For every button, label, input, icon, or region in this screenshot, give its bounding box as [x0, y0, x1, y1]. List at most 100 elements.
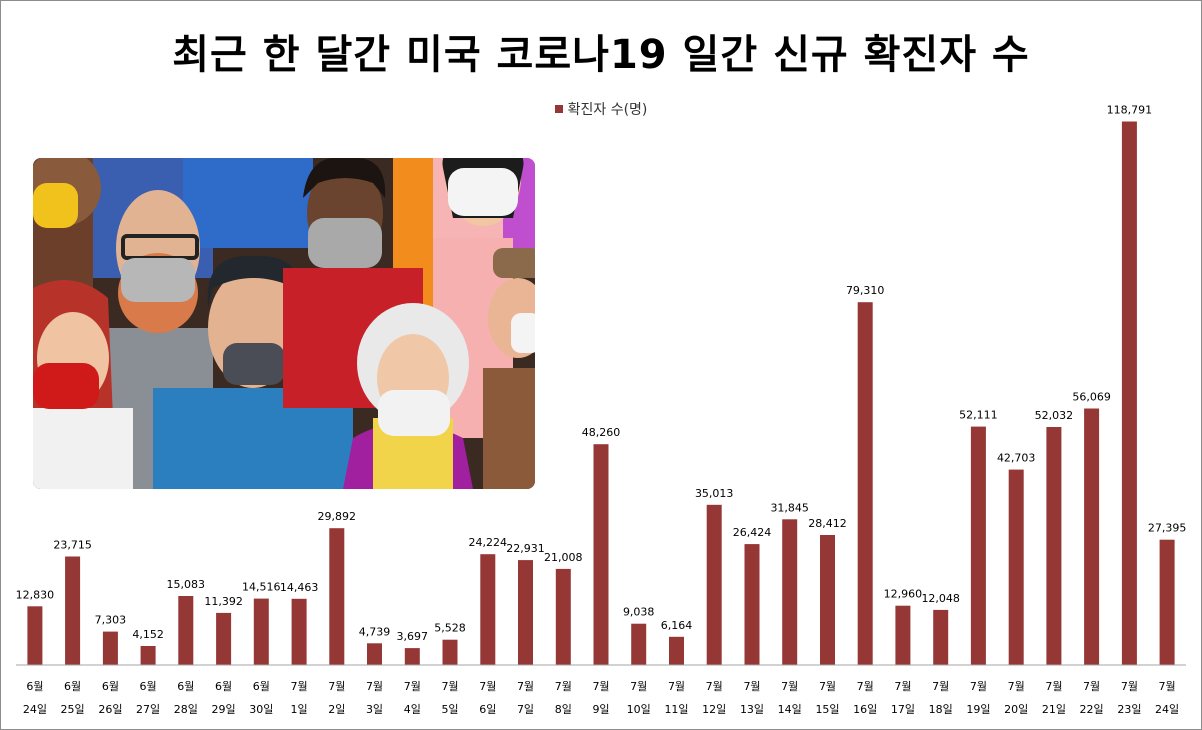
x-tick-day: 24일	[23, 702, 47, 716]
x-tick-month: 7월	[932, 680, 949, 693]
bar	[1084, 408, 1100, 665]
x-tick-month: 7월	[555, 680, 572, 693]
bar	[970, 426, 986, 665]
x-tick-month: 7월	[404, 680, 421, 693]
x-tick-day: 24일	[1155, 702, 1179, 716]
x-tick-day: 12일	[702, 702, 726, 716]
x-tick-month: 6월	[215, 680, 232, 693]
x-tick-day: 29일	[212, 702, 236, 716]
x-tick-month: 7월	[1159, 680, 1176, 693]
x-tick-month: 7월	[1008, 680, 1025, 693]
data-label: 26,424	[733, 526, 772, 539]
data-label: 12,048	[921, 592, 960, 605]
data-label: 52,032	[1035, 409, 1074, 422]
x-tick-month: 6월	[140, 680, 157, 693]
bar	[178, 596, 194, 665]
x-tick-month: 7월	[441, 680, 458, 693]
x-tick-day: 16일	[853, 702, 877, 716]
data-label: 15,083	[167, 578, 206, 591]
bar	[27, 606, 43, 665]
x-tick-day: 7일	[517, 702, 534, 716]
data-label: 48,260	[582, 426, 621, 439]
x-tick-day: 2일	[328, 702, 345, 716]
bar	[820, 535, 835, 665]
x-tick-day: 30일	[249, 702, 273, 716]
bar	[518, 560, 533, 665]
x-tick-month: 7월	[706, 680, 723, 693]
x-tick-day: 19일	[966, 702, 990, 716]
data-label: 29,892	[318, 510, 357, 523]
x-tick-day: 22일	[1080, 702, 1104, 716]
chart-title: 최근 한 달간 미국 코로나19 일간 신규 확진자 수	[172, 32, 1030, 78]
bar	[253, 598, 269, 665]
bar	[706, 504, 722, 665]
bar	[555, 568, 571, 665]
bar	[65, 556, 81, 665]
x-tick-day: 4일	[404, 702, 421, 716]
x-tick-day: 1일	[291, 702, 308, 716]
data-label: 6,164	[661, 619, 693, 632]
data-label: 4,739	[359, 625, 391, 638]
data-label: 12,830	[16, 588, 55, 601]
x-tick-month: 7월	[894, 680, 911, 693]
x-tick-day: 3일	[366, 702, 383, 716]
bar	[1046, 427, 1062, 665]
legend-swatch	[554, 105, 563, 113]
x-tick-day: 8일	[555, 702, 572, 716]
x-tick-month: 6월	[177, 680, 194, 693]
x-tick-month: 7월	[630, 680, 647, 693]
data-label: 28,412	[808, 517, 847, 530]
x-tick-day: 23일	[1117, 702, 1141, 716]
x-tick-day: 15일	[815, 702, 839, 716]
data-label: 5,528	[434, 622, 466, 635]
x-tick-day: 6일	[479, 702, 496, 716]
bar	[744, 544, 760, 665]
x-tick-day: 17일	[891, 702, 915, 716]
data-label: 14,516	[242, 581, 281, 594]
x-tick-day: 11일	[664, 702, 688, 716]
bar	[404, 648, 420, 665]
bar	[216, 612, 232, 665]
bar	[782, 519, 798, 665]
x-tick-day: 28일	[174, 702, 198, 716]
x-tick-day: 14일	[778, 702, 802, 716]
bar	[140, 646, 156, 665]
data-label: 35,013	[695, 487, 734, 500]
x-tick-month: 6월	[253, 680, 270, 693]
x-tick-month: 7월	[328, 680, 345, 693]
bar	[933, 609, 949, 665]
x-tick-day: 26일	[98, 702, 122, 716]
x-tick-month: 7월	[819, 680, 836, 693]
bar	[367, 643, 382, 665]
x-tick-month: 7월	[781, 680, 798, 693]
bar	[631, 623, 647, 665]
x-tick-day: 27일	[136, 702, 160, 716]
x-tick-month: 7월	[291, 680, 308, 693]
x-tick-month: 7월	[592, 680, 609, 693]
data-label: 42,703	[997, 452, 1036, 465]
x-tick-day: 13일	[740, 702, 764, 716]
chart-legend: 확진자 수(명)	[0, 99, 1202, 119]
x-tick-day: 10일	[627, 702, 651, 716]
x-tick-month: 7월	[668, 680, 685, 693]
x-tick-month: 7월	[857, 680, 874, 693]
masked-people-illustration	[33, 158, 535, 489]
x-tick-month: 7월	[1121, 680, 1138, 693]
x-tick-month: 7월	[970, 680, 987, 693]
x-tick-month: 7월	[479, 680, 496, 693]
bar	[480, 554, 496, 665]
bar	[669, 636, 684, 665]
x-tick-day: 25일	[61, 702, 85, 716]
bar	[857, 302, 873, 665]
x-tick-day: 21일	[1042, 702, 1066, 716]
legend-label: 확진자 수(명)	[567, 102, 648, 118]
data-label: 21,008	[544, 551, 583, 564]
x-tick-day: 20일	[1004, 702, 1028, 716]
bar	[291, 598, 307, 665]
bar	[895, 605, 911, 665]
x-tick-month: 6월	[64, 680, 81, 693]
data-label: 14,463	[280, 581, 319, 594]
bar	[442, 639, 458, 665]
bar	[329, 528, 345, 665]
